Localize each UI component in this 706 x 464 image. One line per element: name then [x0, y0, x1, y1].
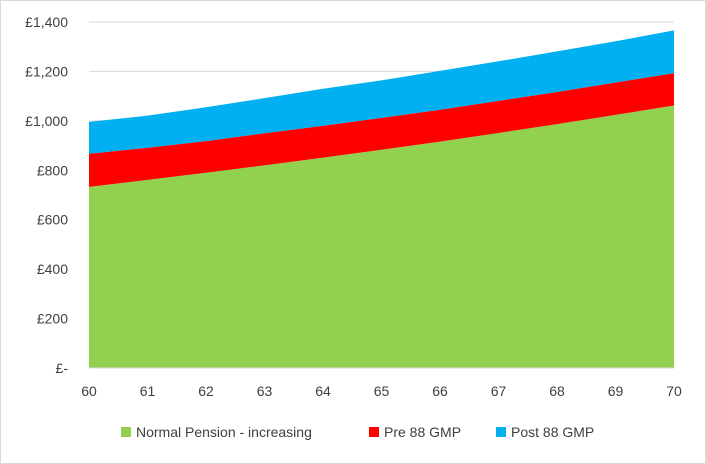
y-tick-label: £800: [37, 162, 68, 178]
legend-label-1: Normal Pension - increasing: [136, 424, 312, 440]
legend-label-3: Post 88 GMP: [511, 424, 594, 440]
x-tick-label: 64: [315, 383, 331, 399]
y-tick-label: £600: [37, 212, 68, 228]
area-series-2: [89, 73, 674, 187]
legend-swatch-2: [369, 427, 379, 437]
legend-label-2: Pre 88 GMP: [384, 424, 461, 440]
x-tick-label: 62: [198, 383, 214, 399]
x-tick-label: 63: [257, 383, 273, 399]
x-tick-label: 68: [549, 383, 565, 399]
legend: Normal Pension - increasing Pre 88 GMP Pos…: [121, 424, 594, 440]
y-tick-label: £1,400: [25, 14, 68, 30]
x-tick-label: 70: [666, 383, 682, 399]
y-tick-label: £400: [37, 261, 68, 277]
axes: £- £200 £400 £600 £800 £1,000 £1,200 £1,400 60 61…: [25, 14, 682, 399]
y-tick-label: £-: [56, 360, 69, 376]
x-tick-label: 69: [608, 383, 624, 399]
x-tick-label: 67: [491, 383, 507, 399]
plot-areas: [89, 30, 674, 368]
area-series-3: [89, 30, 674, 154]
x-tick-label: 66: [432, 383, 448, 399]
legend-swatch-1: [121, 427, 131, 437]
area-series-1: [89, 105, 674, 368]
legend-swatch-3: [496, 427, 506, 437]
y-tick-label: £1,200: [25, 63, 68, 79]
x-tick-label: 65: [374, 383, 390, 399]
x-tick-label: 60: [81, 383, 97, 399]
y-tick-label: £1,000: [25, 113, 68, 129]
y-tick-label: £200: [37, 311, 68, 327]
x-tick-label: 61: [140, 383, 156, 399]
